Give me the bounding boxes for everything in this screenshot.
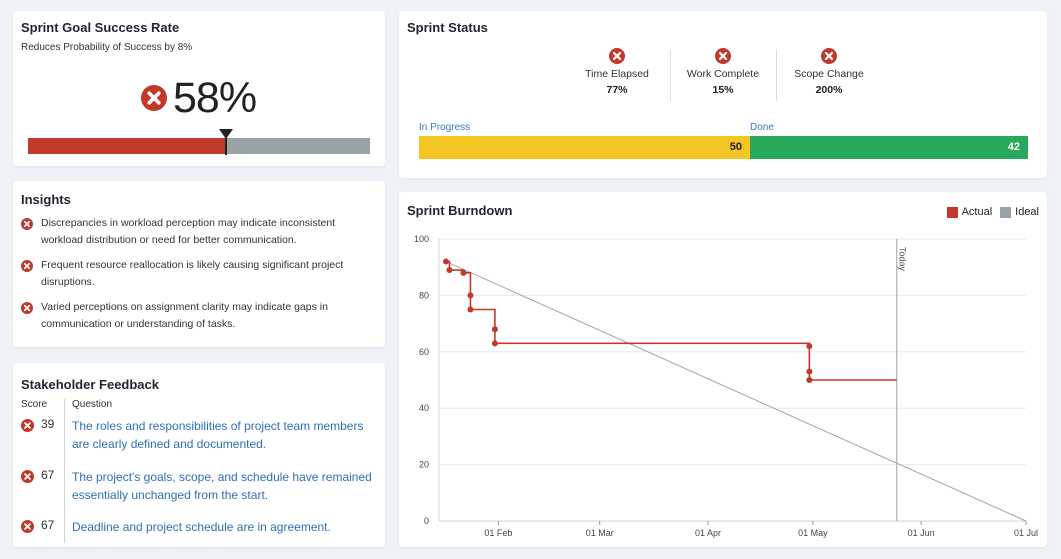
goal-value-row: 58% [141, 73, 257, 122]
actual-data-point [806, 368, 813, 375]
actual-data-point [467, 292, 474, 299]
metric-label: Scope Change [794, 68, 864, 80]
done-label: Done [750, 122, 774, 133]
feedback-question-link[interactable]: The roles and responsibilities of projec… [72, 419, 364, 451]
goal-marker-line [225, 138, 228, 155]
done-count: 42 [1007, 141, 1020, 153]
x-circle-icon [21, 218, 33, 230]
x-tick-label: 01 Apr [695, 528, 721, 538]
burndown-chart: 0 20 40 60 80 100 01 Feb 01 Mar 01 Apr 01 May 01 J… [414, 234, 1038, 538]
y-tick-label: 40 [419, 403, 429, 413]
actual-data-point [442, 258, 449, 265]
feedback-score: 39 [41, 417, 55, 431]
insights-card: Insights Discrepancies in workload perce… [13, 181, 385, 347]
goal-value: 58% [173, 73, 257, 122]
ideal-series-line [445, 261, 1027, 522]
in-progress-label: In Progress [419, 122, 471, 133]
actual-data-point [491, 326, 498, 333]
legend-actual[interactable]: Actual [946, 206, 993, 218]
legend-ideal-label: Ideal [1015, 206, 1039, 218]
legend-ideal[interactable]: Ideal [1000, 206, 1039, 218]
actual-data-point [806, 377, 813, 383]
feedback-score: 67 [41, 468, 55, 482]
x-circle-icon [141, 85, 167, 111]
metric-value: 15% [712, 84, 734, 96]
actual-data-point [491, 340, 498, 347]
x-circle-icon [21, 302, 33, 314]
legend-actual-label: Actual [961, 206, 993, 218]
column-divider [64, 399, 65, 543]
goal-progress-bar [28, 138, 370, 154]
status-card: Sprint Status Time Elapsed 77% Work Comp… [399, 11, 1047, 178]
in-progress-segment[interactable]: 50 [419, 136, 750, 159]
in-progress-count: 50 [729, 141, 742, 153]
x-tick-label: 01 Feb [484, 528, 512, 538]
feedback-title: Stakeholder Feedback [21, 377, 159, 392]
actual-data-point [446, 267, 453, 274]
metric-label: Work Complete [686, 68, 760, 80]
insight-item: Varied perceptions on assignment clarity… [21, 299, 366, 333]
x-circle-icon [21, 419, 34, 432]
burndown-title: Sprint Burndown [407, 203, 513, 218]
x-circle-icon [715, 48, 731, 64]
legend-swatch-actual [946, 206, 958, 218]
x-circle-icon [21, 260, 33, 272]
question-column-header: Question [72, 399, 113, 410]
actual-data-point [806, 343, 813, 350]
goal-progress-fill [28, 138, 227, 154]
x-tick-label: 01 May [798, 528, 828, 538]
metric-work-complete: Work Complete 15% [671, 48, 775, 96]
insight-text: Frequent resource reallocation is likely… [41, 259, 344, 288]
metric-time-elapsed: Time Elapsed 77% [565, 48, 669, 96]
insight-item: Frequent resource reallocation is likely… [21, 257, 366, 291]
x-tick-label: 01 Mar [586, 528, 614, 538]
goal-card: Sprint Goal Success Rate Reduces Probabi… [13, 11, 385, 166]
feedback-score: 67 [41, 518, 55, 532]
y-tick-label: 60 [419, 347, 429, 357]
x-tick-label: 01 Jul [1014, 528, 1038, 538]
legend-swatch-ideal [1000, 206, 1012, 218]
insight-text: Discrepancies in workload perception may… [41, 217, 336, 246]
insight-item: Discrepancies in workload perception may… [21, 215, 366, 249]
score-column-header: Score [21, 399, 48, 410]
today-label: Today [898, 247, 908, 272]
insights-title: Insights [21, 192, 71, 207]
actual-data-point [460, 269, 467, 276]
burndown-card: Sprint Burndown Actual Ideal 0 20 40 60 80 10… [399, 192, 1047, 547]
x-circle-icon [821, 48, 837, 64]
goal-marker-triangle-icon [219, 129, 234, 139]
actual-series-line [445, 260, 897, 381]
metric-scope-change: Scope Change 200% [777, 48, 881, 96]
x-circle-icon [21, 520, 34, 533]
feedback-question-link[interactable]: The project's goals, scope, and schedule… [72, 470, 372, 502]
x-circle-icon [609, 48, 625, 64]
goal-title: Sprint Goal Success Rate [21, 20, 180, 35]
x-circle-icon [21, 470, 34, 483]
metric-value: 200% [815, 84, 843, 96]
y-tick-label: 100 [414, 234, 429, 244]
goal-subtitle: Reduces Probability of Success by 8% [21, 42, 193, 53]
chart-legend: Actual Ideal [939, 206, 1039, 218]
feedback-question-link[interactable]: Deadline and project schedule are in agr… [72, 520, 331, 534]
y-tick-label: 20 [419, 460, 429, 470]
metric-value: 77% [606, 84, 628, 96]
metric-divider [776, 49, 777, 101]
actual-data-point [467, 306, 474, 313]
done-segment[interactable]: 42 [750, 136, 1028, 159]
status-title: Sprint Status [407, 20, 488, 35]
feedback-card: Stakeholder Feedback Score Question 39 T… [13, 363, 385, 547]
insight-text: Varied perceptions on assignment clarity… [41, 301, 328, 330]
y-tick-label: 80 [419, 290, 429, 300]
x-tick-label: 01 Jun [908, 528, 935, 538]
y-tick-label: 0 [424, 516, 429, 526]
metric-divider [670, 49, 671, 101]
metric-label: Time Elapsed [585, 68, 649, 80]
